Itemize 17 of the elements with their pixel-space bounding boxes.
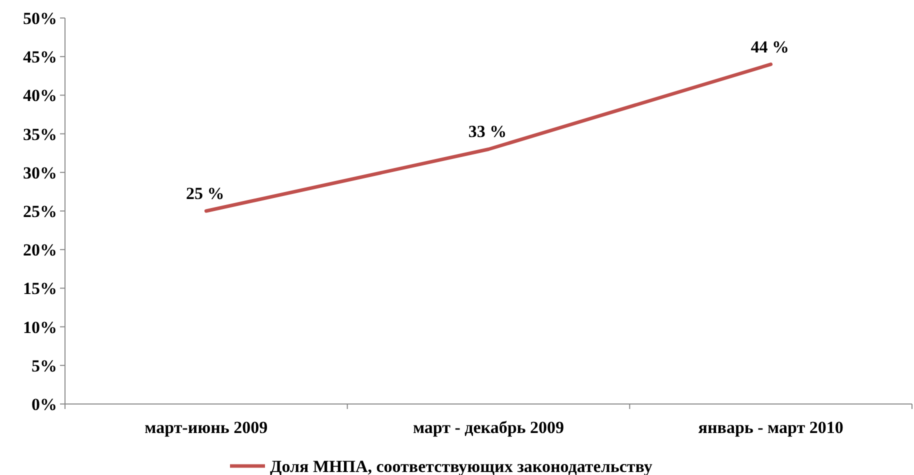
y-tick-label: 30%: [23, 163, 57, 182]
data-label: 33 %: [468, 122, 507, 142]
y-tick-label: 50%: [23, 8, 57, 28]
x-tick-label: январь - март 2010: [698, 418, 844, 437]
y-tick-label: 35%: [23, 124, 57, 144]
y-tick-label: 45%: [23, 48, 57, 67]
y-tick-label: 40%: [23, 86, 57, 106]
data-label: 44 %: [750, 37, 789, 56]
x-tick-label: март-июнь 2009: [144, 418, 268, 437]
y-tick-label: 0%: [32, 394, 57, 414]
y-tick-label: 5%: [32, 356, 57, 376]
data-label: 25 %: [186, 184, 224, 203]
y-tick-label: 15%: [23, 279, 57, 298]
y-tick-label: 20%: [23, 240, 57, 260]
x-tick-label: март - декабрь 2009: [412, 418, 564, 437]
y-tick-label: 10%: [23, 318, 57, 337]
y-tick-label: 25%: [23, 202, 57, 221]
